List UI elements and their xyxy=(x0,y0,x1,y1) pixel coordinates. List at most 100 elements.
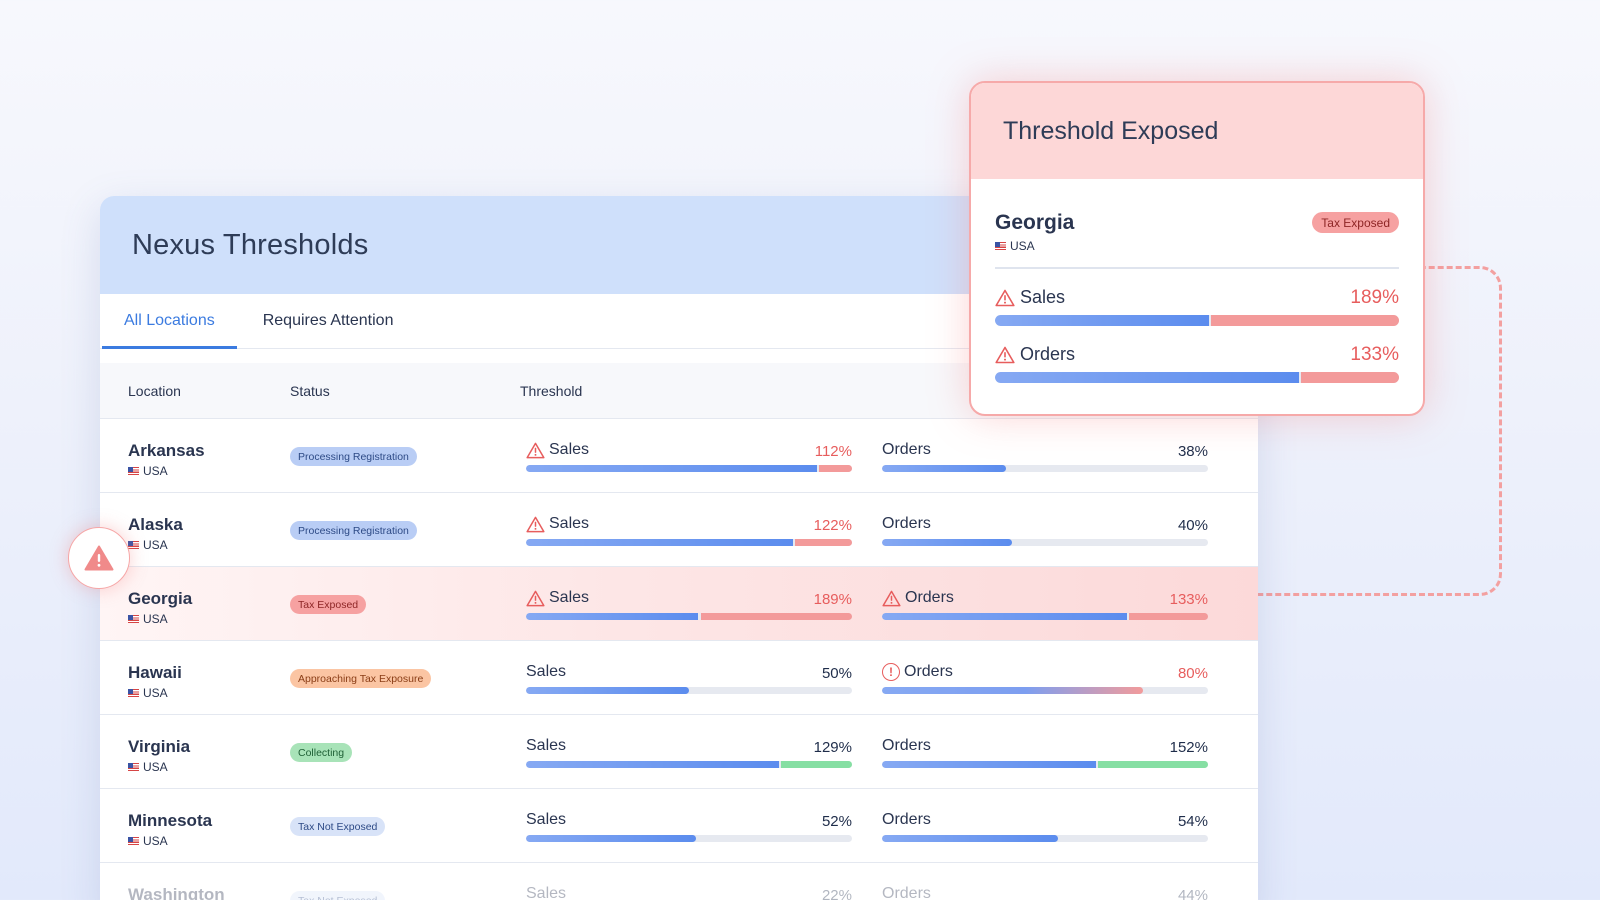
bar-fill xyxy=(882,465,1006,472)
status-badge: Tax Not Exposed xyxy=(290,817,386,836)
card-location-name: Georgia xyxy=(995,211,1075,234)
warning-triangle-icon xyxy=(526,590,545,606)
orders-metric: Orders 133% xyxy=(882,589,1208,623)
us-flag-icon xyxy=(128,763,139,771)
table-row[interactable]: Georgia USA Tax Exposed Sales 189% Order… xyxy=(100,567,1258,641)
sales-metric: Sales 50% xyxy=(526,663,852,697)
card-orders-metric: Orders 133% xyxy=(995,344,1399,388)
sales-percent: 189% xyxy=(813,591,852,608)
location-name: Washington xyxy=(128,885,225,900)
orders-percent: 80% xyxy=(1177,665,1208,682)
orders-percent: 133% xyxy=(1169,591,1208,608)
orders-metric: Orders 152% xyxy=(882,737,1208,771)
bar-overflow-fill xyxy=(700,613,852,620)
alert-marker[interactable] xyxy=(68,527,130,589)
sales-metric: Sales 122% xyxy=(526,515,852,549)
orders-label: Orders xyxy=(904,663,953,680)
us-flag-icon xyxy=(128,541,139,549)
column-header-location[interactable]: Location xyxy=(128,382,181,399)
warning-triangle-icon xyxy=(882,590,901,606)
sales-label: Sales xyxy=(549,441,590,458)
sales-metric: Sales 112% xyxy=(526,441,852,475)
bar-fill xyxy=(526,687,689,694)
orders-progress-bar xyxy=(882,539,1208,546)
table-row[interactable]: Hawaii USA Approaching Tax Exposure Sale… xyxy=(100,641,1258,715)
table-row[interactable]: Arkansas USA Processing Registration Sal… xyxy=(100,419,1258,493)
bar-base-fill xyxy=(526,613,699,620)
sales-progress-bar xyxy=(526,465,852,472)
bar-base-fill xyxy=(882,761,1097,768)
sales-percent: 22% xyxy=(821,887,852,900)
tab-bar: All Locations Requires Attention xyxy=(100,294,1258,349)
orders-label: Orders xyxy=(882,811,931,828)
status-badge: Processing Registration xyxy=(290,447,417,466)
card-orders-percent: 133% xyxy=(1350,344,1399,365)
card-sales-percent: 189% xyxy=(1350,287,1399,308)
orders-metric: Orders 44% xyxy=(882,885,1208,900)
orders-metric: Orders 54% xyxy=(882,811,1208,845)
location-name: Virginia xyxy=(128,737,191,756)
bar-base-fill xyxy=(526,465,818,472)
location-name: Georgia xyxy=(128,589,193,608)
country-label: USA xyxy=(143,686,168,700)
column-header-threshold[interactable]: Threshold xyxy=(520,382,583,399)
status-badge: Approaching Tax Exposure xyxy=(290,669,432,688)
location-name: Alaska xyxy=(128,515,183,534)
status-badge: Tax Exposed xyxy=(290,595,367,614)
orders-percent: 38% xyxy=(1177,443,1208,460)
orders-label: Orders xyxy=(882,441,931,458)
sales-progress-bar xyxy=(526,687,852,694)
orders-metric: ! Orders 80% xyxy=(882,663,1208,697)
us-flag-icon xyxy=(128,689,139,697)
sales-progress-bar xyxy=(526,835,852,842)
tab-requires-attention[interactable]: Requires Attention xyxy=(262,311,394,329)
card-country-label: USA xyxy=(1010,239,1035,253)
orders-progress-bar xyxy=(882,761,1208,768)
card-body: Georgia USA Tax Exposed Sales 189% xyxy=(971,179,1423,414)
bar-base-fill xyxy=(526,761,779,768)
card-orders-label: Orders xyxy=(1020,344,1076,364)
location-country: USA xyxy=(128,760,168,774)
orders-progress-bar xyxy=(882,835,1208,842)
us-flag-icon xyxy=(128,837,139,845)
bar-fill xyxy=(526,835,696,842)
location-table-body: Arkansas USA Processing Registration Sal… xyxy=(100,419,1258,900)
warning-triangle-icon xyxy=(84,545,114,571)
sales-percent: 129% xyxy=(813,739,852,756)
sales-label: Sales xyxy=(526,663,567,680)
warning-triangle-icon xyxy=(995,289,1015,306)
table-row[interactable]: Virginia USA Collecting Sales 129% Order… xyxy=(100,715,1258,789)
status-badge: Tax Exposed xyxy=(1312,212,1399,233)
orders-percent: 54% xyxy=(1177,813,1208,830)
bar-fill xyxy=(882,539,1013,546)
card-orders-bar xyxy=(995,372,1399,383)
column-header-status[interactable]: Status xyxy=(290,382,330,399)
bar-fill xyxy=(882,687,1143,694)
sales-percent: 50% xyxy=(821,665,852,682)
bar-fill xyxy=(882,835,1059,842)
table-row[interactable]: Alaska USA Processing Registration Sales… xyxy=(100,493,1258,567)
orders-progress-bar xyxy=(882,687,1208,694)
tab-all-locations[interactable]: All Locations xyxy=(102,293,237,349)
warning-triangle-icon xyxy=(995,346,1015,363)
bar-overflow-fill xyxy=(819,465,852,472)
card-orders-bar-base xyxy=(995,372,1299,383)
page-title: Nexus Thresholds xyxy=(132,228,369,261)
country-label: USA xyxy=(143,612,168,626)
sales-metric: Sales 129% xyxy=(526,737,852,771)
orders-label: Orders xyxy=(882,737,931,754)
bar-overflow-fill xyxy=(780,761,852,768)
orders-progress-bar xyxy=(882,613,1208,620)
orders-progress-bar xyxy=(882,465,1208,472)
location-country: USA xyxy=(128,464,168,478)
location-name: Arkansas xyxy=(128,441,205,460)
us-flag-icon xyxy=(995,242,1006,250)
location-country: USA xyxy=(128,612,168,626)
sales-progress-bar xyxy=(526,539,852,546)
warning-triangle-icon xyxy=(526,442,545,458)
table-row[interactable]: Washington USA Tax Not Exposed Sales 22%… xyxy=(100,863,1258,900)
sales-metric: Sales 189% xyxy=(526,589,852,623)
sales-metric: Sales 22% xyxy=(526,885,852,900)
table-row[interactable]: Minnesota USA Tax Not Exposed Sales 52% … xyxy=(100,789,1258,863)
card-title: Threshold Exposed xyxy=(1003,116,1219,145)
